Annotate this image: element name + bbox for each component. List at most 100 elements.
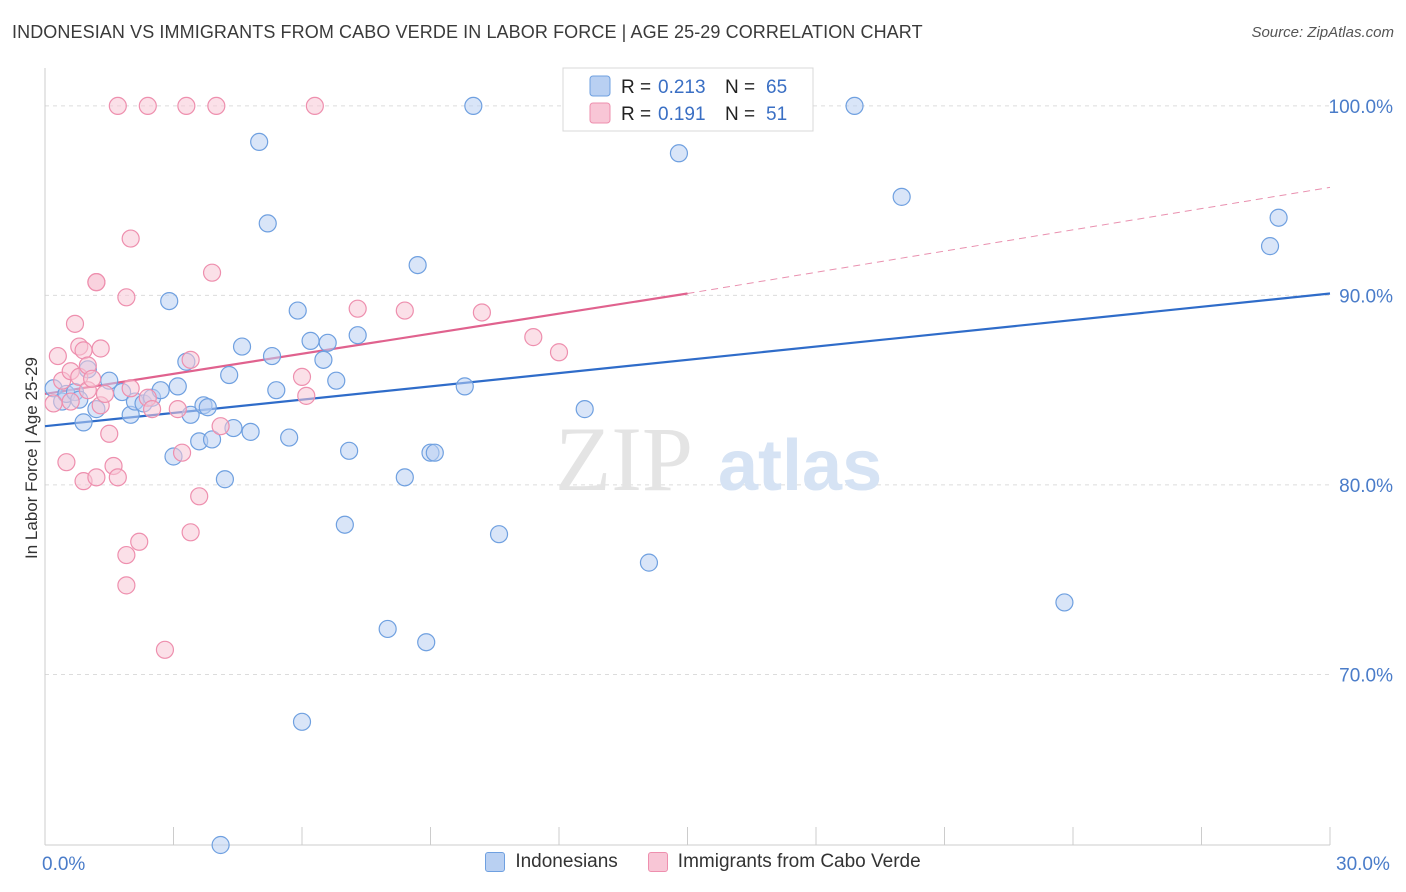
point-s1-18 — [91, 339, 110, 358]
point-s1-15 — [87, 273, 106, 292]
point-s1-4 — [61, 392, 80, 411]
point-s1-34 — [177, 96, 196, 116]
point-s1-36 — [181, 523, 200, 542]
point-s1-47 — [108, 96, 127, 116]
point-s0-57 — [1055, 593, 1074, 612]
point-s1-22 — [108, 468, 127, 487]
chart-source: Source: ZipAtlas.com — [1251, 24, 1394, 41]
point-s1-41 — [297, 386, 316, 405]
point-s0-34 — [288, 301, 307, 320]
point-s0-39 — [327, 371, 346, 390]
watermark-atlas: atlas — [718, 426, 882, 506]
point-s0-49 — [455, 377, 474, 396]
point-s1-20 — [100, 424, 119, 443]
point-s1-23 — [117, 545, 136, 565]
data-points — [44, 96, 1288, 855]
legend-r-label-0: R = — [621, 77, 651, 98]
point-s0-48 — [425, 443, 444, 462]
point-s1-45 — [524, 328, 543, 347]
y-axis-label: In Labor Force | Age 25-29 — [22, 357, 41, 559]
point-s0-45 — [408, 255, 427, 275]
point-s0-15 — [160, 292, 179, 311]
point-s1-49 — [207, 96, 226, 116]
point-s1-35 — [181, 350, 200, 369]
point-s0-42 — [348, 326, 367, 345]
point-s1-28 — [130, 532, 149, 551]
y-tick-label-70: 70.0% — [1339, 665, 1393, 686]
point-s0-54 — [669, 144, 689, 163]
x-tick-labels: 0.0% 30.0% — [42, 854, 1390, 875]
y-tick-label-80: 80.0% — [1339, 476, 1393, 497]
legend-swatch-cabo-verde — [589, 102, 611, 124]
point-s0-56 — [892, 187, 911, 206]
point-s0-25 — [220, 365, 239, 385]
point-s1-38 — [202, 263, 222, 282]
point-s1-27 — [121, 379, 140, 398]
point-s1-42 — [348, 299, 367, 318]
trend-line-ext-1 — [687, 186, 1331, 295]
legend-r-value-1: 0.191 — [658, 104, 706, 125]
watermark-zip: ZIP — [555, 408, 693, 510]
point-s0-32 — [267, 381, 286, 400]
point-s1-0 — [44, 394, 63, 413]
gridlines — [45, 105, 1330, 675]
point-s1-44 — [472, 303, 491, 322]
axes — [44, 68, 1331, 846]
point-s0-44 — [395, 468, 414, 487]
chart-title: INDONESIAN VS IMMIGRANTS FROM CABO VERDE… — [12, 22, 923, 42]
point-s1-48 — [138, 96, 157, 116]
point-s1-39 — [211, 417, 230, 436]
point-s0-5 — [74, 413, 93, 432]
point-s0-40 — [335, 515, 354, 534]
bottom-legend-item-indonesians: Indonesians — [485, 851, 618, 873]
point-s0-55 — [845, 96, 864, 116]
point-s0-31 — [262, 346, 282, 366]
point-s0-17 — [168, 377, 187, 396]
y-tick-label-90: 90.0% — [1339, 286, 1393, 307]
legend-n-value-1: 51 — [766, 104, 787, 125]
legend-n-label-0: N = — [725, 77, 755, 98]
y-tick-labels: 70.0% 80.0% 90.0% 100.0% — [1329, 97, 1394, 687]
trend-lines — [44, 186, 1331, 428]
point-s1-43 — [395, 301, 414, 320]
point-s0-52 — [575, 400, 594, 419]
point-s1-31 — [155, 640, 175, 659]
bottom-legend-swatch-cabo-verde — [647, 852, 668, 872]
point-s0-27 — [232, 337, 252, 356]
point-s0-35 — [292, 712, 312, 731]
point-s0-58 — [1260, 237, 1280, 256]
point-s0-41 — [340, 441, 359, 460]
point-s1-33 — [172, 443, 192, 462]
legend-r-label-1: R = — [621, 104, 651, 125]
point-s1-24 — [117, 288, 136, 307]
point-s0-59 — [1269, 208, 1288, 227]
legend-box: R = 0.213 N = 65 R = 0.191 N = 51 — [562, 67, 814, 132]
legend-n-value-0: 65 — [766, 77, 787, 98]
point-s0-43 — [378, 619, 397, 639]
point-s1-46 — [549, 343, 569, 362]
point-s1-37 — [190, 487, 209, 506]
point-s1-13 — [83, 369, 102, 388]
point-s1-6 — [65, 314, 85, 333]
point-s0-30 — [258, 214, 277, 233]
bottom-legend-label-indonesians: Indonesians — [515, 851, 618, 872]
point-s0-28 — [241, 422, 260, 441]
point-s0-50 — [464, 96, 483, 116]
point-s0-46 — [417, 633, 436, 652]
trend-line-1 — [44, 292, 688, 396]
bottom-legend-swatch-indonesians — [485, 852, 506, 872]
x-tick-label-1: 30.0% — [1336, 854, 1390, 875]
bottom-legend-item-cabo-verde: Immigrants from Cabo Verde — [647, 851, 921, 873]
point-s0-37 — [314, 350, 333, 369]
point-s1-19 — [95, 384, 115, 404]
point-s1-32 — [168, 400, 187, 419]
point-s0-36 — [301, 331, 320, 350]
bottom-legend: Indonesians Immigrants from Cabo Verde — [0, 851, 1406, 873]
point-s1-25 — [117, 576, 136, 595]
point-s0-53 — [639, 553, 659, 572]
point-s0-29 — [250, 132, 269, 152]
point-s1-40 — [292, 367, 312, 387]
point-s1-50 — [305, 96, 324, 116]
point-s0-22 — [198, 398, 217, 417]
point-s1-3 — [57, 453, 76, 472]
